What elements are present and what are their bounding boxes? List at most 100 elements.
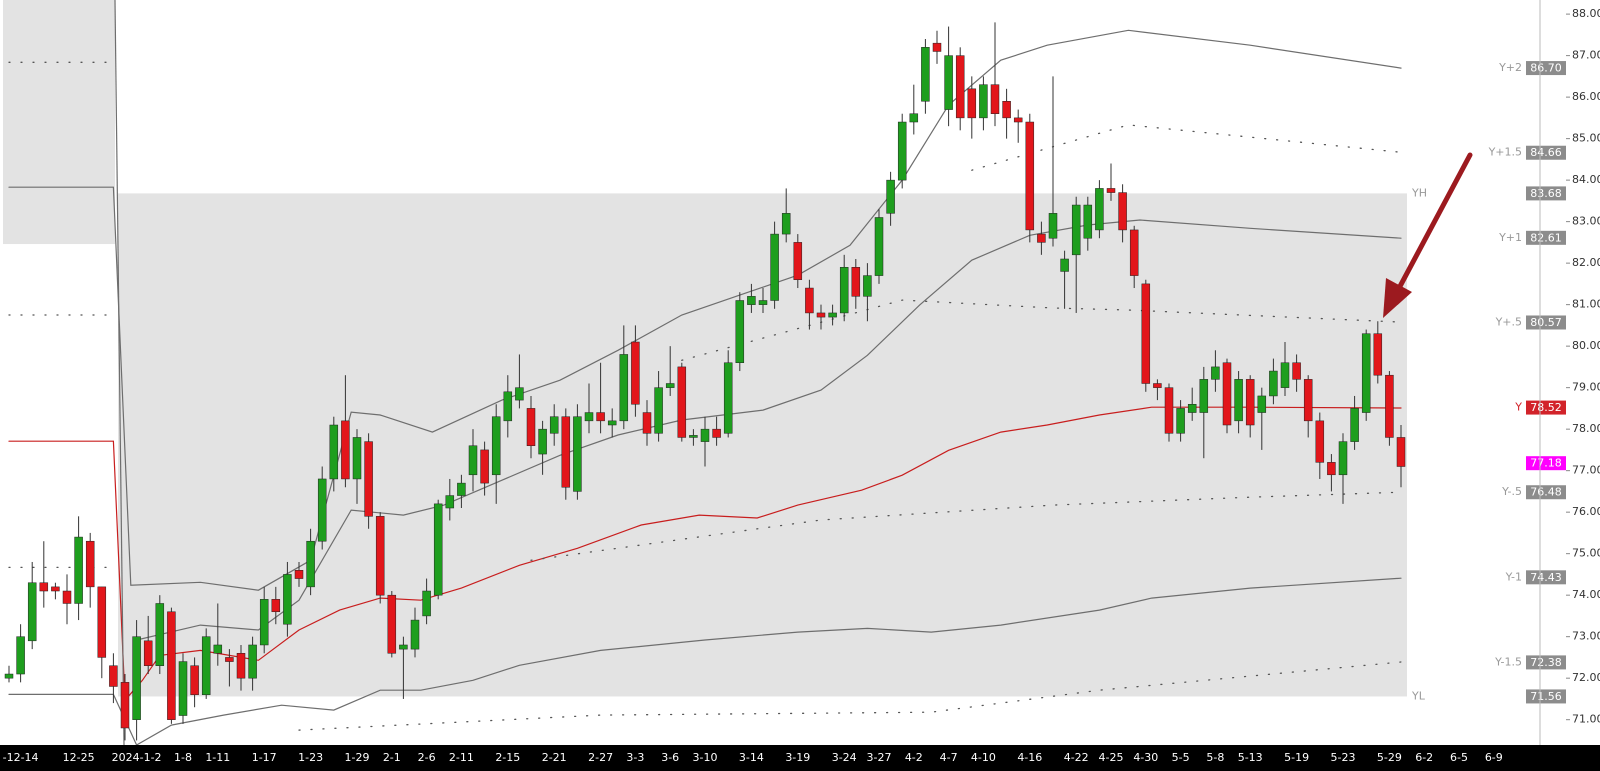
previous-range-box bbox=[3, 0, 115, 245]
candle-body bbox=[259, 599, 269, 646]
y-tick-label: 87.00 bbox=[1572, 49, 1600, 62]
x-tick-label: 6-2 bbox=[1415, 751, 1433, 764]
x-tick-label: 6-5 bbox=[1450, 751, 1468, 764]
level-name: YH bbox=[1411, 186, 1427, 199]
candle-body bbox=[1222, 362, 1232, 426]
y-axis: 71.00 72.00 73.00 74.00 75.00 76.00 77.00 78.00… bbox=[1566, 7, 1600, 726]
candle-body bbox=[596, 412, 605, 422]
x-tick-label: 1-23 bbox=[298, 751, 323, 764]
level-value: 84.66 bbox=[1530, 146, 1562, 159]
x-tick-label: 5-5 bbox=[1172, 751, 1190, 764]
x-tick-label: 5-8 bbox=[1206, 751, 1224, 764]
x-tick-label: 4-25 bbox=[1099, 751, 1124, 764]
level-box bbox=[1526, 400, 1566, 415]
candle-body bbox=[236, 653, 246, 679]
band-line bbox=[8, 577, 1402, 746]
level-value: 72.38 bbox=[1530, 656, 1562, 669]
x-tick-label: 5-23 bbox=[1331, 751, 1356, 764]
candle-body bbox=[1153, 383, 1162, 388]
x-tick-label: 2024-1-2 bbox=[112, 751, 162, 764]
y-tick-label: 76.00 bbox=[1572, 505, 1600, 518]
candle-body bbox=[341, 420, 350, 480]
candle-body bbox=[712, 428, 721, 438]
candle-body bbox=[155, 603, 165, 666]
candle-body bbox=[248, 644, 257, 679]
candle-body bbox=[1338, 441, 1348, 476]
x-tick-label: 1-29 bbox=[345, 751, 370, 764]
candle-body bbox=[689, 435, 698, 438]
x-tick-label: 2-27 bbox=[588, 751, 613, 764]
candle-body bbox=[190, 665, 199, 696]
candle-body bbox=[503, 391, 513, 422]
candle-body bbox=[584, 412, 594, 422]
y-tick-label: 86.00 bbox=[1572, 90, 1600, 103]
candle-body bbox=[1187, 404, 1197, 413]
candle-body bbox=[700, 428, 710, 442]
x-tick-label: 4-10 bbox=[971, 751, 996, 764]
candle-body bbox=[654, 387, 663, 434]
candle-body bbox=[1269, 370, 1278, 397]
arrow-shaft bbox=[1394, 152, 1473, 295]
x-tick-label: 2-21 bbox=[542, 751, 567, 764]
x-tick-label: 1-11 bbox=[205, 751, 230, 764]
level-box bbox=[1526, 145, 1566, 160]
candle-body bbox=[410, 619, 420, 650]
candle-body bbox=[51, 586, 60, 592]
candle-body bbox=[97, 586, 107, 658]
x-tick-label: 2-11 bbox=[449, 751, 474, 764]
candle-body bbox=[897, 121, 907, 181]
candle-body bbox=[109, 665, 118, 687]
x-tick-label: 5-19 bbox=[1284, 751, 1309, 764]
candle-body bbox=[306, 540, 315, 588]
x-tick-label: 2-15 bbox=[495, 751, 520, 764]
candle-body bbox=[1002, 101, 1011, 119]
candle-body bbox=[213, 644, 223, 654]
level-value: 83.68 bbox=[1530, 187, 1562, 200]
y-tick-label: 83.00 bbox=[1572, 215, 1600, 228]
candle-body bbox=[874, 217, 884, 276]
candle-body bbox=[294, 570, 304, 579]
candle-body bbox=[1164, 387, 1174, 434]
candle-body bbox=[573, 416, 582, 492]
candle-body bbox=[1373, 333, 1383, 376]
x-tick-label: 4-2 bbox=[905, 751, 923, 764]
x-tick-label: 3-14 bbox=[739, 751, 764, 764]
candle-body bbox=[1048, 213, 1058, 239]
level-name: Y+2 bbox=[1498, 61, 1522, 74]
x-tick-label: 3-24 bbox=[832, 751, 857, 764]
candle-body bbox=[120, 682, 130, 729]
candle-body bbox=[387, 594, 397, 654]
last-price-label: 77.18 bbox=[1530, 457, 1562, 470]
level-box bbox=[1526, 186, 1566, 201]
y-tick-label: 79.00 bbox=[1572, 381, 1600, 394]
annotation-arrow bbox=[1383, 152, 1473, 318]
candle-body bbox=[468, 445, 478, 476]
candle-body bbox=[329, 424, 339, 480]
candle-body bbox=[631, 341, 640, 405]
candle-body bbox=[445, 495, 455, 509]
candle-body bbox=[283, 574, 292, 625]
arrow-head bbox=[1383, 278, 1412, 318]
candle-body bbox=[1095, 188, 1104, 231]
levels: Y+2 86.70 Y+1.5 84.66 YH 83.68 Y+1 82.61 Y+.5 80.… bbox=[1411, 61, 1566, 704]
x-tick-label: 3-3 bbox=[626, 751, 644, 764]
x-tick-label: 4-30 bbox=[1133, 751, 1158, 764]
candle-body bbox=[515, 387, 524, 401]
y-tick-label: 82.00 bbox=[1572, 256, 1600, 269]
y-tick-label: 72.00 bbox=[1572, 671, 1600, 684]
level-value: 86.70 bbox=[1530, 62, 1562, 75]
candle-body bbox=[352, 437, 362, 480]
x-tick-label: 3-6 bbox=[661, 751, 679, 764]
x-tick-label: 1-8 bbox=[174, 751, 192, 764]
level-name: Y-.5 bbox=[1501, 485, 1522, 498]
candle-body bbox=[1037, 233, 1046, 243]
candle-body bbox=[816, 312, 826, 318]
candle-body bbox=[62, 590, 72, 604]
x-axis-strip bbox=[0, 745, 1600, 771]
y-tick-label: 84.00 bbox=[1572, 173, 1600, 186]
level-value: 71.56 bbox=[1530, 690, 1562, 703]
candle-body bbox=[793, 242, 803, 280]
x-tick-label: 4-16 bbox=[1017, 751, 1042, 764]
candle-body bbox=[1350, 408, 1359, 442]
x-tick-label: 2-6 bbox=[418, 751, 436, 764]
